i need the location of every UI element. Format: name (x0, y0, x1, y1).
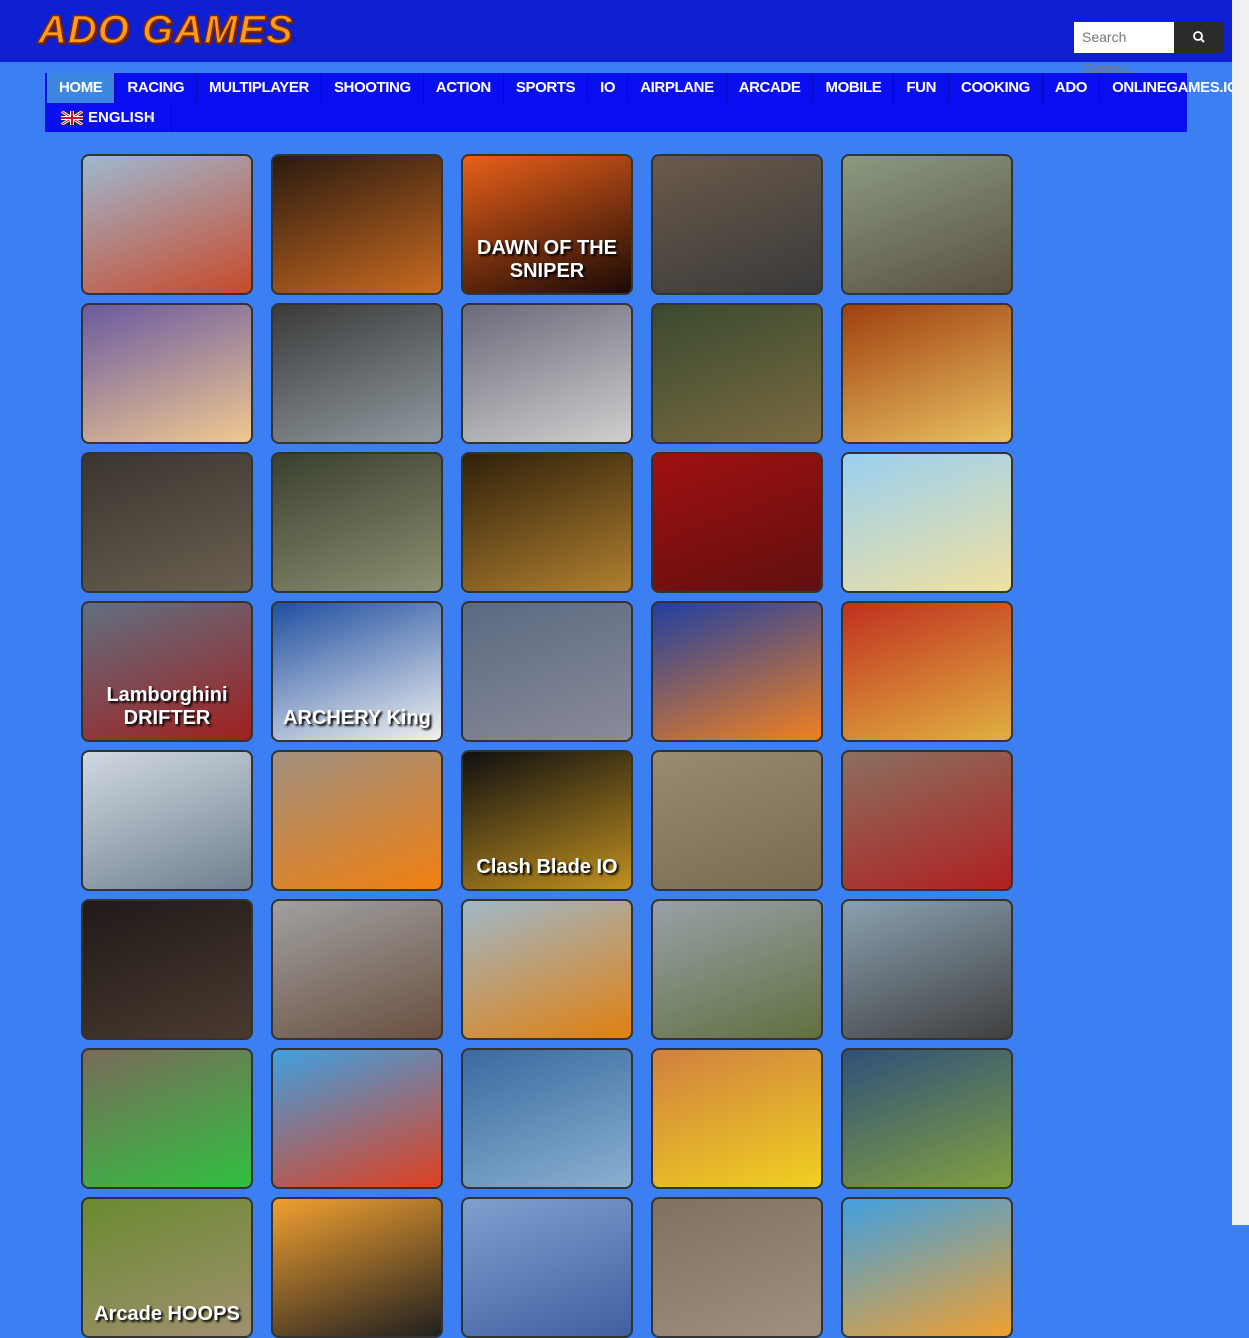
nav-item[interactable]: ARCADE (727, 73, 814, 103)
game-thumbnail[interactable] (841, 750, 1013, 891)
game-thumbnail[interactable] (81, 1048, 253, 1189)
language-selector[interactable]: ENGLISH ▼ (47, 103, 172, 132)
game-thumbnail[interactable]: Clash Blade IO (461, 750, 633, 891)
thumbnail-text: ARCHERY King (283, 707, 431, 729)
game-thumbnail[interactable] (461, 601, 633, 742)
game-thumbnail[interactable] (651, 1048, 823, 1189)
game-thumbnail[interactable] (461, 1048, 633, 1189)
logo[interactable]: ADO GAMES (37, 7, 294, 53)
game-thumbnail[interactable]: Arcade HOOPS (81, 1197, 253, 1338)
nav-item[interactable]: FUN (894, 73, 950, 103)
game-thumbnail[interactable] (461, 1197, 633, 1338)
game-thumbnail[interactable] (651, 154, 823, 295)
nav-row: HOME RACING MULTIPLAYER SHOOTING ACTION SPORT… (47, 73, 1249, 103)
game-thumbnail[interactable] (271, 750, 443, 891)
game-thumbnail[interactable] (271, 303, 443, 444)
flag-icon (61, 111, 83, 125)
game-thumbnail[interactable] (841, 303, 1013, 444)
game-thumbnail[interactable] (841, 1197, 1013, 1338)
nav-item[interactable]: ACTION (424, 73, 504, 103)
dropdown-caret: ▼ (147, 113, 155, 122)
search-button[interactable] (1174, 22, 1224, 53)
game-thumbnail[interactable] (841, 601, 1013, 742)
game-thumbnail[interactable] (651, 899, 823, 1040)
game-thumbnail[interactable]: ARCHERY King (271, 601, 443, 742)
game-thumbnail[interactable] (81, 303, 253, 444)
game-thumbnail[interactable]: Lamborghini DRIFTER (81, 601, 253, 742)
nav-item[interactable]: AIRPLANE (628, 73, 727, 103)
game-thumbnail[interactable] (841, 1048, 1013, 1189)
game-thumbnail[interactable] (841, 899, 1013, 1040)
game-thumbnail[interactable] (271, 452, 443, 593)
game-thumbnail[interactable] (461, 303, 633, 444)
thumbnail-text: Clash Blade IO (476, 856, 618, 878)
game-thumbnail[interactable] (651, 601, 823, 742)
nav-item[interactable]: IO (588, 73, 629, 103)
thumbnail-text: Lamborghini DRIFTER (106, 684, 228, 729)
game-thumbnail[interactable] (81, 899, 253, 1040)
thumbnail-text: Arcade HOOPS (94, 1303, 240, 1325)
nav-item[interactable]: MOBILE (813, 73, 895, 103)
nav-item[interactable]: ADO (1043, 73, 1101, 103)
game-thumbnail[interactable] (81, 750, 253, 891)
search-icon (1193, 31, 1205, 43)
game-thumbnail[interactable] (651, 452, 823, 593)
nav-item[interactable]: COOKING (949, 73, 1043, 103)
nav-item[interactable]: ONLINEGAMES.IO (1100, 73, 1249, 103)
header: ADO GAMES Search Games... (0, 0, 1232, 76)
game-thumbnail[interactable] (271, 899, 443, 1040)
nav-item[interactable]: RACING (115, 73, 198, 103)
search-input[interactable]: Search Games... (1074, 22, 1174, 76)
game-thumbnail[interactable] (81, 154, 253, 295)
nav-item[interactable]: SHOOTING (322, 73, 424, 103)
game-thumbnail[interactable] (81, 452, 253, 593)
nav-bar: HOME RACING MULTIPLAYER SHOOTING ACTION SPORT… (45, 73, 1239, 132)
game-thumbnail[interactable] (841, 452, 1013, 593)
scrollbar (1232, 0, 1249, 1225)
nav-item[interactable]: SPORTS (504, 73, 589, 103)
game-thumbnail[interactable] (461, 452, 633, 593)
language-label: ENGLISH (88, 109, 155, 126)
game-thumbnail[interactable] (841, 154, 1013, 295)
game-thumbnail[interactable] (271, 1048, 443, 1189)
nav-item[interactable]: MULTIPLAYER (197, 73, 322, 103)
game-thumbnail[interactable] (651, 303, 823, 444)
game-thumbnail[interactable] (271, 154, 443, 295)
nav-item[interactable]: HOME (47, 73, 116, 103)
thumbnail-text: DAWN OF THE SNIPER (477, 237, 617, 282)
game-thumbnail[interactable] (651, 1197, 823, 1338)
game-thumbnail[interactable] (271, 1197, 443, 1338)
game-thumbnail[interactable] (461, 899, 633, 1040)
game-thumbnail[interactable] (651, 750, 823, 891)
game-thumbnail[interactable]: DAWN OF THE SNIPER (461, 154, 633, 295)
